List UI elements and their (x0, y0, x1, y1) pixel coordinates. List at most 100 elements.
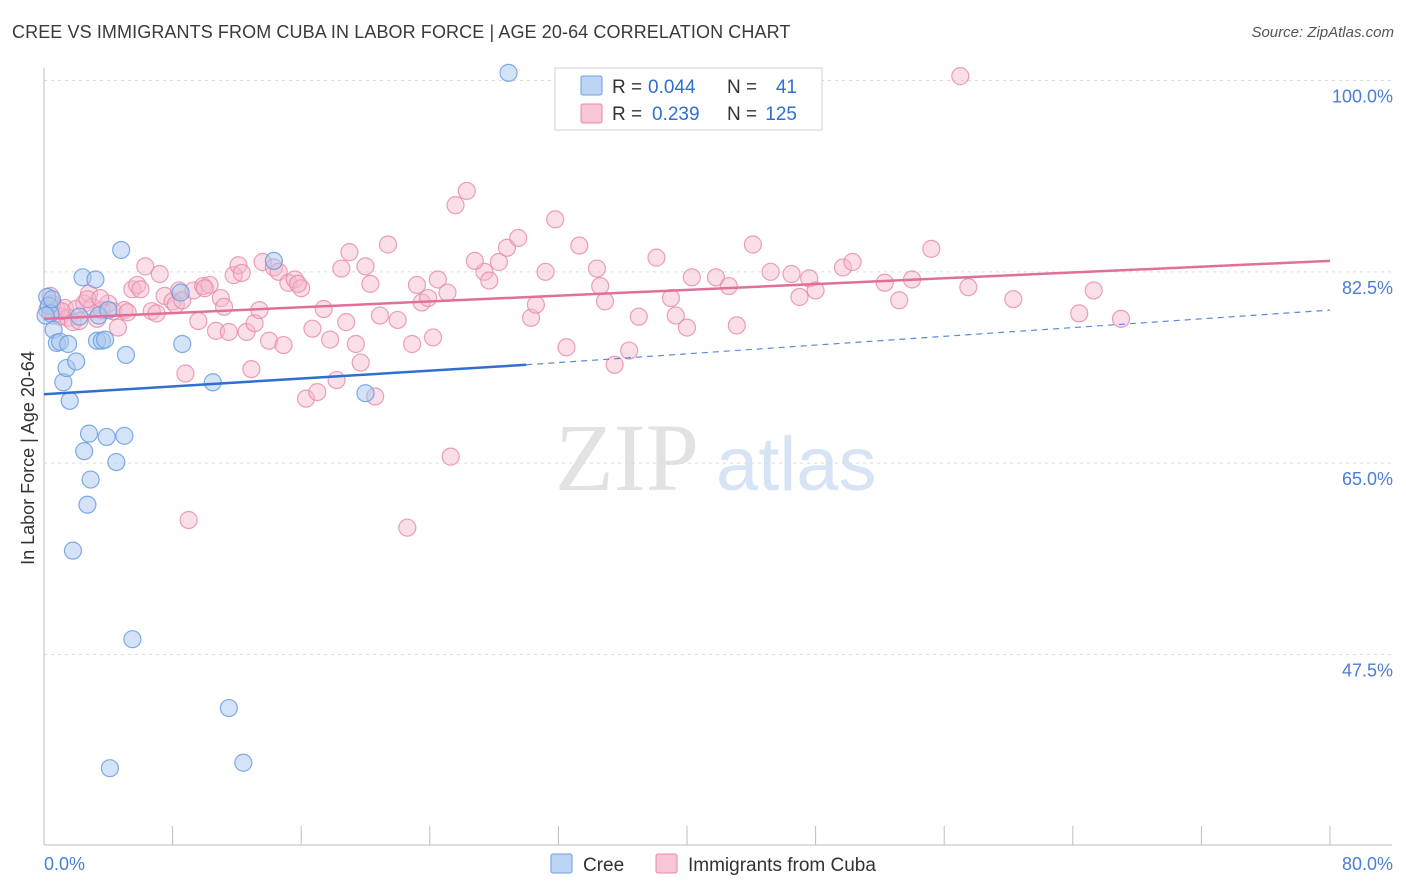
cree-point-15 (75, 442, 94, 461)
cuba-point-37 (206, 321, 226, 340)
legend-n-label-cuba: N = (727, 104, 757, 125)
cuba-point-94 (570, 236, 589, 255)
cree-point-25 (99, 301, 118, 320)
cuba-point-132 (288, 274, 308, 293)
y-tick-label-3: 47.5% (1342, 661, 1393, 681)
cuba-point-81 (441, 447, 460, 466)
cuba-point-103 (666, 306, 685, 325)
cuba-point-107 (719, 276, 738, 296)
cuba-point-91 (536, 262, 555, 281)
cuba-point-88 (509, 228, 528, 248)
cuba-point-116 (843, 252, 862, 272)
y-axis-label-group: In Labor Force | Age 20-64 (18, 351, 38, 565)
cuba-point-112 (790, 287, 809, 307)
cuba-point-118 (890, 291, 909, 310)
legend-n-label-cree: N = (727, 77, 757, 98)
cree-point-37 (264, 251, 283, 270)
cree-point-39 (499, 63, 518, 82)
cuba-point-114 (806, 281, 825, 300)
cuba-point-93 (557, 338, 576, 357)
cuba-point-25 (150, 264, 169, 284)
cuba-point-120 (922, 239, 941, 258)
cuba-point-101 (647, 248, 666, 267)
cree-point-16 (78, 495, 97, 514)
cuba-point-59 (314, 299, 333, 319)
cree-point-38 (356, 384, 375, 403)
series-cree (36, 63, 518, 778)
cuba-point-104 (677, 318, 697, 337)
cree-point-31 (123, 630, 142, 649)
cuba-point-106 (706, 268, 726, 287)
cuba-point-62 (332, 259, 351, 278)
source-credit: Source: ZipAtlas.com (1251, 24, 1394, 41)
cuba-point-123 (1070, 304, 1089, 323)
cuba-point-96 (591, 276, 610, 296)
cuba-point-121 (959, 278, 978, 297)
cuba-point-82 (446, 196, 465, 215)
legend-r-label-cuba: R = (612, 104, 642, 125)
cree-point-9 (59, 334, 78, 354)
cree-point-34 (203, 373, 222, 392)
cree-point-18 (81, 470, 100, 489)
cuba-point-60 (321, 330, 340, 349)
legend-n-value-cree: 41 (776, 77, 797, 98)
cree-point-35 (219, 698, 238, 718)
cuba-point-79 (428, 270, 447, 289)
cree-point-32 (171, 283, 190, 302)
cuba-point-105 (682, 268, 701, 287)
cree-point-27 (107, 452, 126, 472)
cuba-point-63 (337, 313, 356, 332)
cuba-point-98 (605, 355, 624, 374)
cuba-point-70 (370, 306, 390, 325)
cree-point-24 (97, 427, 116, 447)
legend-r-label-cree: R = (612, 77, 642, 98)
cuba-point-131 (131, 280, 150, 299)
tick-labels: 100.0% 82.5% 65.0% 47.5% 0.0% 80.0% (44, 87, 1393, 875)
cuba-point-78 (423, 328, 443, 347)
legend-r-value-cuba: 0.239 (652, 104, 700, 125)
cuba-point-45 (242, 360, 261, 379)
cuba-point-74 (403, 334, 422, 354)
watermark-zip: ZIP (555, 404, 699, 511)
cuba-point-134 (465, 251, 484, 270)
cuba-point-32 (179, 510, 198, 530)
y-tick-label-1: 82.5% (1342, 278, 1393, 298)
cuba-point-86 (489, 252, 509, 272)
cree-point-23 (95, 330, 115, 349)
cuba-point-73 (398, 518, 417, 537)
cuba-point-100 (629, 307, 648, 326)
cree-point-10 (60, 391, 79, 410)
chart-title: CREE VS IMMIGRANTS FROM CUBA IN LABOR FO… (12, 22, 791, 42)
cuba-point-83 (457, 181, 476, 201)
legend-swatch-cree (580, 75, 603, 96)
x-tick-label-min: 0.0% (44, 854, 85, 874)
cuba-point-110 (761, 262, 780, 281)
cree-point-3 (42, 290, 62, 309)
bottom-legend-swatch-cuba (655, 853, 678, 874)
cuba-point-80 (438, 283, 457, 302)
x-tick-label-max: 80.0% (1342, 854, 1393, 874)
cuba-point-117 (875, 273, 894, 292)
cree-point-29 (115, 426, 134, 445)
cuba-point-122 (1004, 290, 1023, 309)
cuba-point-126 (951, 67, 970, 86)
cree-point-36 (234, 753, 253, 772)
cuba-point-109 (743, 235, 763, 254)
cuba-point-92 (546, 210, 565, 229)
cree-point-11 (63, 541, 83, 560)
cree-point-30 (116, 345, 136, 365)
cuba-point-90 (526, 295, 545, 314)
cuba-point-75 (407, 275, 427, 295)
cuba-point-61 (327, 370, 346, 390)
cuba-point-111 (782, 264, 801, 284)
cuba-point-129 (78, 290, 97, 309)
y-axis-label: In Labor Force | Age 20-64 (18, 351, 38, 565)
cuba-point-115 (833, 258, 853, 277)
cuba-point-133 (195, 279, 214, 298)
cuba-point-102 (661, 288, 681, 308)
cuba-point-64 (340, 243, 359, 262)
legend-box: R = 0.044 N = 41 R = 0.239 N = 125 (554, 67, 823, 131)
cuba-point-68 (361, 274, 380, 293)
